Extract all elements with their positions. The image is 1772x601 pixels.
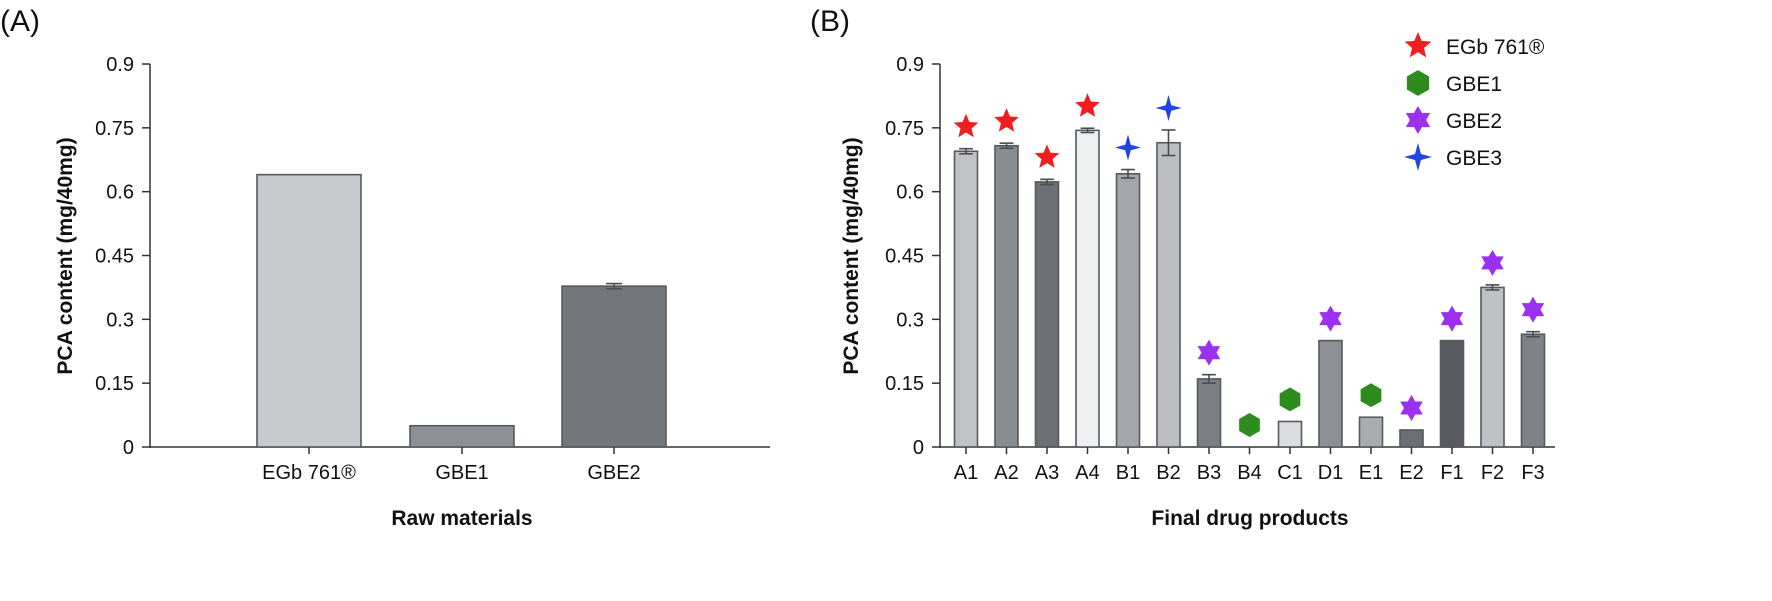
- x-tick-label: B4: [1237, 462, 1261, 484]
- y-tick-label: 0.6: [896, 182, 924, 204]
- error-bar: [999, 142, 1014, 150]
- x-tick-label: A1: [954, 462, 978, 484]
- x-tick-label: F1: [1440, 462, 1463, 484]
- panel-b-legend: EGb 761® GBE1 GBE2 GBE3: [1404, 32, 1545, 171]
- x-tick-label: E1: [1359, 462, 1383, 484]
- x-tick-label: D1: [1318, 462, 1344, 484]
- bar-a3: [1034, 181, 1060, 448]
- bar-a2: [994, 144, 1019, 448]
- error-bar: [1161, 129, 1176, 157]
- error-bar: [1202, 373, 1216, 384]
- legend-label: GBE1: [1446, 73, 1502, 96]
- panel-b-x-ticks: A1 A2 A3 A4 B1 B2 B3 B4 C1 D1 E1 E2 F1 F2 F3: [954, 447, 1545, 484]
- marker-hexagon: [1239, 413, 1260, 437]
- y-tick-label: 0.15: [95, 373, 134, 395]
- error-bar: [1040, 178, 1054, 186]
- panel-b-bars: [953, 127, 1546, 448]
- bar-a4: [1075, 129, 1100, 448]
- x-tick-label: F2: [1481, 462, 1504, 484]
- panel-b-y-ticks: 0 0.15 0.3 0.45 0.6 0.75 0.9: [885, 54, 940, 459]
- y-tick-label: 0.9: [106, 54, 134, 76]
- x-tick-label: B3: [1197, 462, 1221, 484]
- error-bar: [1485, 284, 1500, 291]
- marker-hexagram: [1440, 305, 1464, 332]
- y-tick-label: 0.3: [106, 309, 134, 331]
- bar-gbe1: [409, 424, 515, 448]
- bar-egb-761-: [256, 173, 362, 448]
- panel-b: (B) 0 0.15 0.3 0.45 0.6 0.75 0.9 A1 A2 A3 A4 B1 B2 B…: [810, 5, 1555, 530]
- bar-b1: [1115, 172, 1141, 448]
- panel-a-x-axis-title: Raw materials: [391, 507, 532, 530]
- legend-marker-four-point-star: [1404, 143, 1432, 171]
- y-tick-label: 0.3: [896, 309, 924, 331]
- x-tick-label: EGb 761®: [262, 462, 356, 484]
- marker-star: [953, 113, 979, 138]
- x-tick-label: A2: [994, 462, 1018, 484]
- y-tick-label: 0: [123, 437, 134, 459]
- x-tick-label: GBE1: [435, 462, 488, 484]
- y-tick-label: 0.75: [885, 118, 924, 140]
- bar-gbe2: [561, 285, 667, 448]
- error-bar: [1121, 168, 1135, 179]
- panel-a: (A) 0 0.15 0.3 0.45 0.6 0.75 0.9 EGb 761® GBE1 G…: [0, 5, 770, 530]
- marker-star: [994, 108, 1019, 132]
- legend-label: EGb 761®: [1446, 36, 1545, 59]
- panel-b-y-axis-title: PCA content (mg/40mg): [840, 137, 863, 374]
- x-tick-label: F3: [1521, 462, 1544, 484]
- y-tick-label: 0.6: [106, 182, 134, 204]
- marker-star: [1075, 93, 1100, 117]
- y-tick-label: 0.45: [95, 246, 134, 268]
- panel-a-y-ticks: 0 0.15 0.3 0.45 0.6 0.75 0.9: [95, 54, 150, 459]
- bar-b3: [1196, 378, 1222, 448]
- bar-d1: [1318, 339, 1343, 448]
- marker-hexagram: [1400, 394, 1423, 421]
- panel-a-y-axis-title: PCA content (mg/40mg): [54, 137, 77, 374]
- marker-hexagon: [1360, 383, 1382, 408]
- marker-hexagram: [1481, 249, 1504, 276]
- bar-f1: [1439, 339, 1465, 448]
- marker-hexagram: [1197, 339, 1221, 366]
- bar-c1: [1277, 420, 1303, 448]
- y-tick-label: 0.15: [885, 373, 924, 395]
- bar-f2: [1480, 286, 1505, 448]
- marker-hexagon: [1279, 387, 1301, 412]
- bar-b2: [1156, 141, 1181, 448]
- panel-a-label: (A): [0, 5, 40, 38]
- marker-hexagram: [1319, 305, 1342, 332]
- bar-a1: [953, 150, 979, 448]
- panel-b-markers: [953, 93, 1545, 437]
- y-tick-label: 0.75: [95, 118, 134, 140]
- y-tick-label: 0: [913, 437, 924, 459]
- legend-label: GBE2: [1446, 110, 1502, 133]
- legend-marker-hexagon: [1406, 70, 1430, 96]
- x-tick-label: A3: [1035, 462, 1059, 484]
- panel-b-label: (B): [810, 5, 850, 38]
- x-tick-label: B1: [1116, 462, 1140, 484]
- panel-a-x-ticks: EGb 761® GBE1 GBE2: [262, 447, 641, 484]
- marker-hexagram: [1521, 296, 1545, 323]
- x-tick-label: B2: [1156, 462, 1180, 484]
- x-tick-label: E2: [1399, 462, 1423, 484]
- legend-marker-hexagram: [1405, 106, 1431, 134]
- y-tick-label: 0.9: [896, 54, 924, 76]
- bar-e1: [1358, 416, 1384, 448]
- panel-b-x-axis-title: Final drug products: [1151, 507, 1348, 530]
- marker-four-point-star: [1155, 94, 1182, 121]
- bar-f3: [1520, 333, 1546, 448]
- legend-label: GBE3: [1446, 147, 1502, 170]
- y-tick-label: 0.45: [885, 246, 924, 268]
- x-tick-label: A4: [1075, 462, 1099, 484]
- marker-star: [1034, 144, 1060, 168]
- x-tick-label: GBE2: [587, 462, 640, 484]
- x-tick-label: C1: [1277, 462, 1303, 484]
- legend-marker-star: [1404, 32, 1432, 58]
- marker-four-point-star: [1115, 134, 1141, 161]
- error-bar: [606, 282, 622, 290]
- error-bar: [1080, 127, 1095, 134]
- panel-a-bars: [256, 173, 667, 448]
- error-bar: [1526, 330, 1540, 338]
- bar-e2: [1399, 429, 1424, 448]
- error-bar: [959, 147, 973, 155]
